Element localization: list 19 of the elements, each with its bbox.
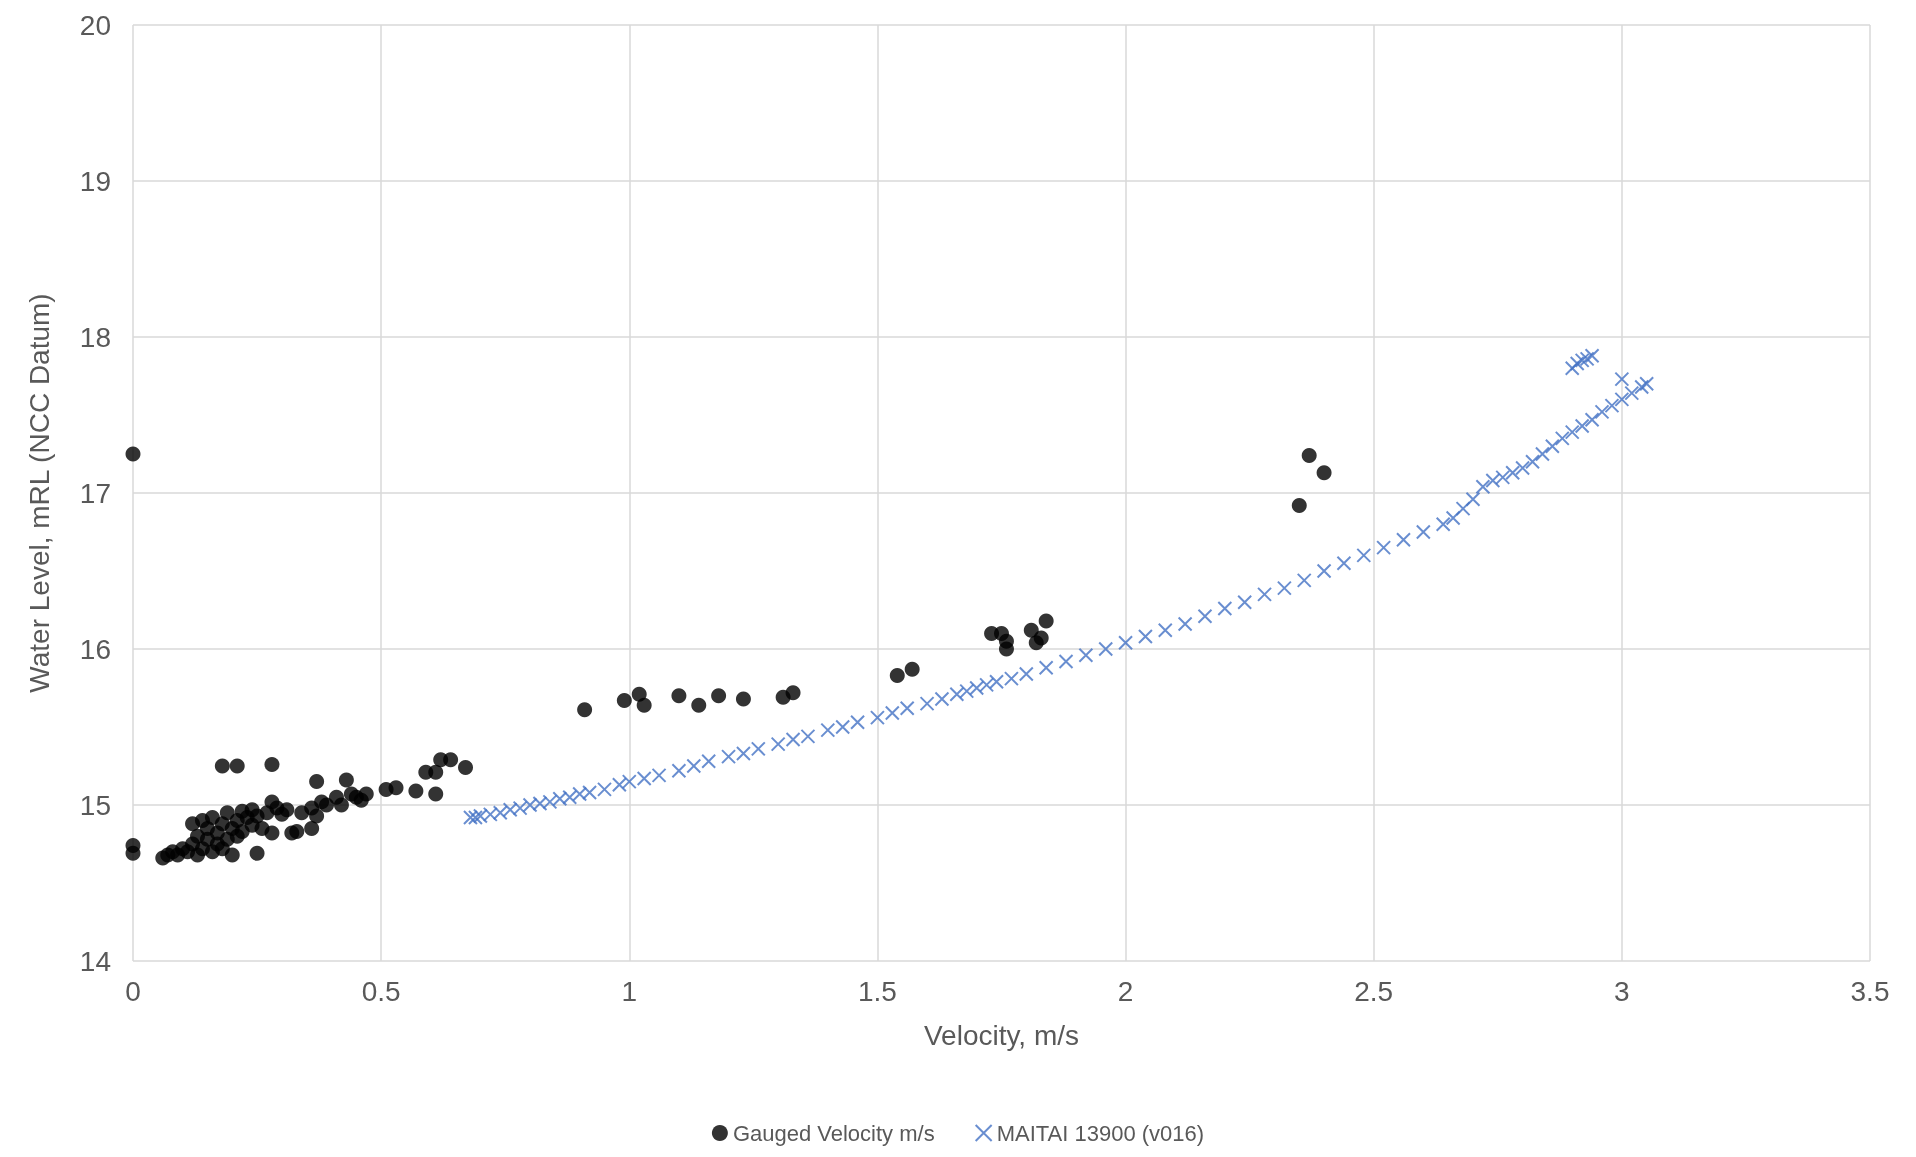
y-tick-label: 17 [79,477,111,509]
y-tick-label: 16 [79,633,111,665]
x-axis-title: Velocity, m/s [923,1019,1080,1051]
y-tick-label: 14 [79,945,111,977]
x-tick-label: 3.5 [1850,975,1890,1007]
x-tick-label: 1.5 [857,975,897,1007]
x-tick-label: 0 [125,975,141,1007]
x-tick-label: 0.5 [361,975,401,1007]
y-tick-label: 15 [79,789,111,821]
legend-label: MAITAI 13900 (v016) [996,1120,1205,1146]
legend-label: Gauged Velocity m/s [732,1120,935,1146]
x-tick-label: 3 [1614,975,1630,1007]
y-axis-title: Water Level, mRL (NCC Datum) [23,293,55,693]
x-tick-label: 2.5 [1354,975,1394,1007]
y-tick-label: 18 [79,321,111,353]
y-tick-label: 19 [79,165,111,197]
x-tick-label: 1 [621,975,638,1007]
y-tick-label: 20 [79,9,111,41]
x-tick-label: 2 [1117,975,1134,1007]
